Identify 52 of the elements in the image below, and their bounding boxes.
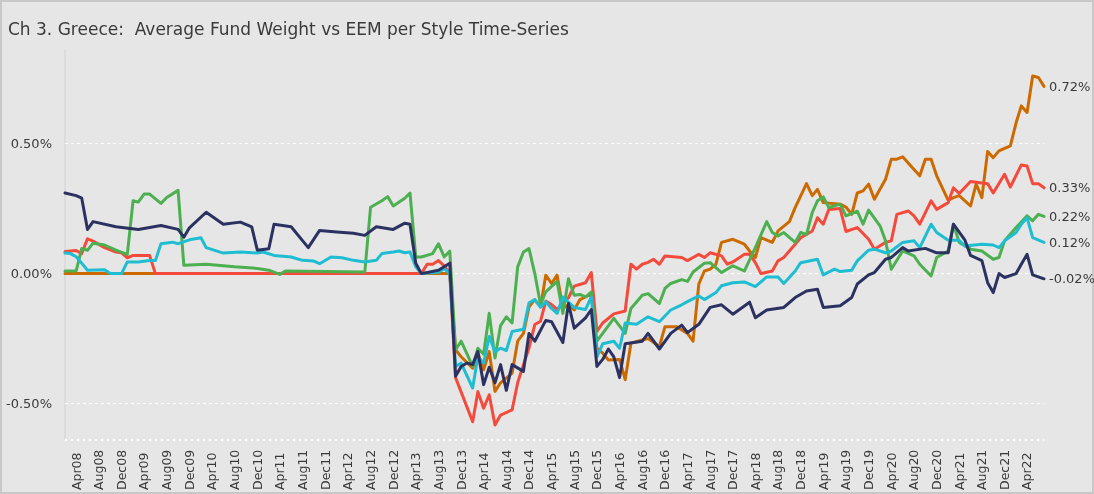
x-tick-label: Aug13 [430,449,446,490]
x-tick-label: Dec21 [996,449,1012,490]
x-tick-label: Apr12 [340,452,356,490]
x-tick-label: Dec08 [113,449,129,490]
annotation: 0.12% [1049,234,1091,250]
x-tick-label: Dec12 [385,449,401,490]
chart-title: Ch 3. Greece: Average Fund Weight vs EEM per Style Time-Series [8,19,569,39]
y-tick-label: -0.50% [6,396,52,412]
x-tick-label: Aug20 [906,449,922,490]
x-tick-label: Apr08 [68,452,84,490]
x-tick-label: Dec14 [521,449,537,490]
x-tick-label: Apr16 [611,452,627,490]
x-tick-label: Apr22 [1019,452,1035,490]
x-tick-label: Dec13 [453,449,469,490]
x-tick-label: Apr13 [408,452,424,490]
x-tick-label: Aug11 [294,449,310,490]
x-tick-label: Dec17 [725,449,741,490]
x-tick-label: Aug19 [838,449,854,490]
x-tick-label: Apr18 [747,452,763,490]
x-tick-label: Apr09 [136,452,152,490]
x-tick-label: Aug10 [226,449,242,490]
x-tick-label: Dec10 [249,449,265,490]
x-tick-label: Aug12 [362,449,378,490]
x-tick-label: Dec19 [861,449,876,490]
x-tick-label: Dec09 [181,449,197,490]
x-tick-label: Apr17 [679,452,695,490]
x-tick-label: Dec11 [317,449,333,490]
x-tick-label: Apr10 [204,452,220,490]
annotation: -0.02% [1049,271,1094,287]
x-tick-label: Dec16 [657,449,673,490]
x-tick-label: Aug21 [974,449,990,490]
x-tick-label: Aug16 [634,449,650,490]
x-tick-label: Aug09 [159,449,175,490]
x-tick-label: Apr19 [815,452,831,490]
x-tick-label: Apr14 [476,452,492,490]
x-tick-label: Aug18 [770,449,786,490]
annotation: 0.72% [1049,78,1091,94]
x-tick-label: Apr20 [883,452,899,490]
annotation: 0.22% [1049,208,1091,224]
x-tick-label: Aug14 [498,449,514,490]
x-tick-label: Dec18 [793,449,809,490]
x-tick-label: Apr11 [272,452,288,490]
x-tick-label: Dec20 [929,449,945,490]
x-tick-label: Dec15 [589,449,605,490]
x-tick-label: Aug17 [702,449,718,490]
y-tick-label: 0.00% [10,266,52,282]
x-tick-label: Aug15 [566,449,582,490]
y-tick-label: 0.50% [10,136,52,152]
x-tick-label: Apr15 [543,452,559,490]
x-tick-label: Apr21 [951,452,967,490]
x-tick-label: Aug08 [91,449,107,490]
annotation: 0.33% [1049,180,1091,196]
